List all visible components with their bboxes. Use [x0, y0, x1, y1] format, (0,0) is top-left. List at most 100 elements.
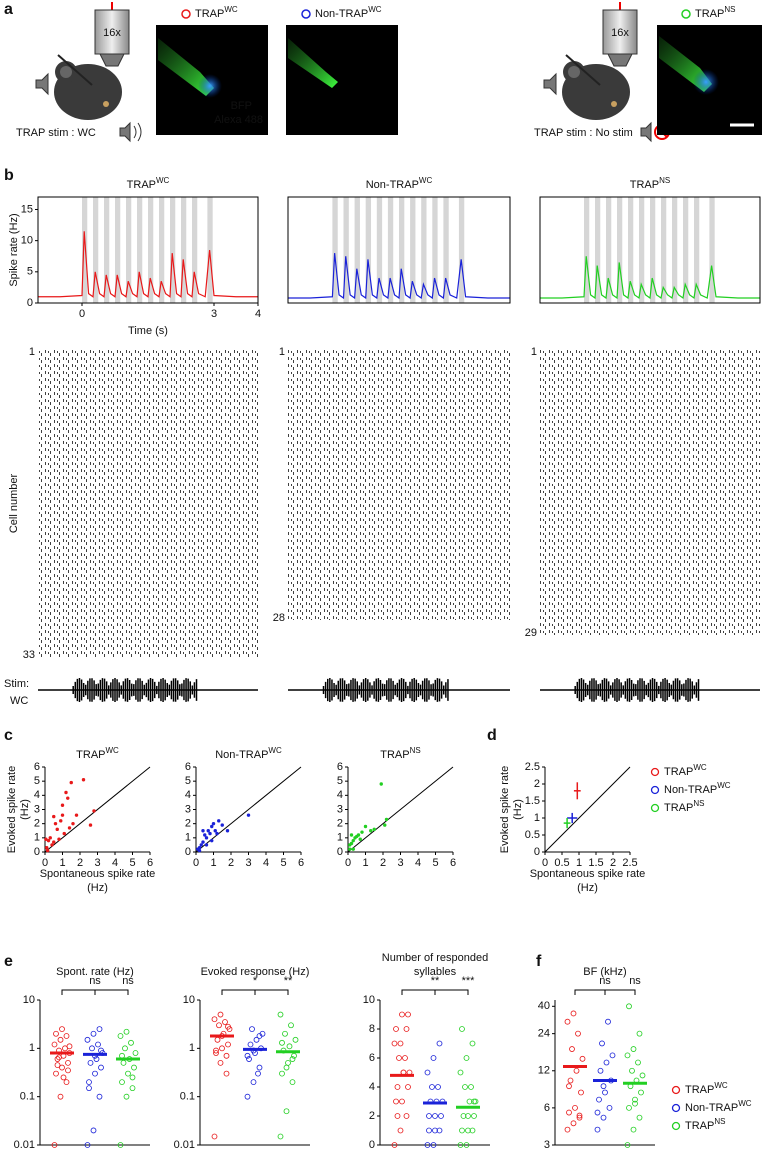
row-label: 1 — [29, 346, 35, 358]
point — [405, 1011, 411, 1018]
y-tick-label: 5 — [34, 775, 40, 787]
x-tick-label: 3 — [245, 857, 251, 869]
legend-label-main: Non-TRAP — [664, 784, 717, 796]
point — [430, 1055, 437, 1061]
row-label: 1 — [531, 346, 537, 358]
point — [639, 1072, 646, 1079]
stim-waveform — [540, 678, 760, 702]
point — [74, 813, 79, 817]
point — [465, 1113, 471, 1119]
point — [223, 1070, 230, 1077]
point — [59, 1026, 65, 1032]
chart-title-sup: NS — [659, 176, 670, 185]
chart-title-sup: WC — [268, 746, 282, 755]
point — [132, 1050, 139, 1056]
x-tick-label: 1 — [210, 857, 216, 869]
x-axis-label: Spontaneous spike rate — [40, 868, 156, 880]
point — [123, 1093, 130, 1100]
chart-title-sup: WC — [106, 746, 120, 755]
stim-band — [115, 197, 121, 303]
point — [632, 1100, 638, 1107]
point — [396, 1055, 402, 1061]
y-tick-label: 0 — [185, 846, 191, 858]
y-tick-label: 0 — [534, 846, 540, 858]
panel-label: c — [4, 727, 13, 744]
point — [213, 829, 217, 833]
legend-label: Non-TRAPWC — [685, 1099, 752, 1114]
x-tick-label: 4 — [263, 857, 269, 869]
chart-title: BF (kHz) — [583, 966, 626, 978]
y-tick-label: 5 — [185, 775, 191, 787]
x-tick-label: 4 — [112, 857, 118, 869]
y-tick-label: 40 — [538, 1000, 550, 1012]
point — [426, 1113, 432, 1119]
y-tick-label: 1 — [34, 832, 40, 844]
point — [250, 1079, 257, 1086]
point — [59, 819, 63, 823]
y-tick-label: 0 — [369, 1139, 375, 1149]
y-tick-label: 1 — [189, 1042, 195, 1054]
point — [210, 838, 214, 843]
point — [53, 1030, 59, 1037]
legend-label-main: TRAP — [685, 1120, 714, 1132]
legend-symbol — [301, 9, 311, 19]
point — [53, 821, 58, 826]
significance-label: ns — [629, 975, 641, 987]
image-label-main: Non-TRAP — [315, 8, 368, 20]
x-tick-label: 4 — [415, 857, 421, 869]
point — [56, 1054, 62, 1061]
point — [246, 1056, 252, 1062]
point — [244, 1093, 251, 1100]
point — [129, 1074, 136, 1081]
y-tick-label: 2.5 — [525, 761, 540, 773]
point — [397, 1127, 404, 1134]
y-tick-label: 4 — [185, 789, 191, 801]
point — [122, 1045, 128, 1052]
y-tick-label: 0 — [34, 846, 40, 858]
point — [399, 1011, 405, 1018]
point — [285, 1059, 291, 1066]
significance-label: ns — [122, 975, 134, 987]
point — [351, 847, 355, 851]
point — [292, 1036, 299, 1043]
point — [283, 1108, 290, 1115]
legend-label: Non-TRAPWC — [664, 781, 731, 796]
point — [46, 838, 51, 843]
point — [424, 1142, 431, 1148]
point — [86, 1085, 92, 1092]
condition-label: TRAP stim : No stim — [534, 127, 633, 139]
stim-label: WC — [10, 695, 28, 707]
point — [206, 829, 210, 833]
legend-label-main: TRAP — [664, 766, 693, 778]
row-label: 29 — [525, 627, 537, 639]
point — [48, 836, 52, 840]
identity-line — [195, 766, 302, 853]
stim-band — [595, 197, 601, 303]
point — [256, 1064, 263, 1071]
point — [383, 823, 387, 827]
y-tick-label: 12 — [538, 1065, 550, 1077]
y-tick-label: 2 — [534, 778, 540, 790]
x-tick-label: 5 — [432, 857, 438, 869]
chart-title-sup: NS — [410, 746, 421, 755]
stim-band — [93, 197, 99, 303]
stim-band — [606, 197, 612, 303]
point — [54, 1056, 61, 1062]
point — [63, 1079, 70, 1086]
panel-label: a — [4, 1, 13, 18]
point — [372, 827, 376, 832]
y-tick-label: 1 — [337, 832, 343, 844]
stim-band — [628, 197, 634, 303]
stim-band — [709, 197, 715, 303]
point — [215, 831, 219, 836]
chart-title-sup: WC — [156, 176, 170, 185]
legend-symbol — [650, 785, 660, 795]
point — [566, 1083, 572, 1090]
point — [89, 1045, 95, 1052]
stim-band — [137, 197, 143, 303]
point — [397, 1040, 404, 1047]
identity-line — [544, 766, 631, 853]
stim-band — [82, 197, 88, 303]
significance-label: ** — [431, 975, 440, 987]
point — [50, 843, 54, 847]
